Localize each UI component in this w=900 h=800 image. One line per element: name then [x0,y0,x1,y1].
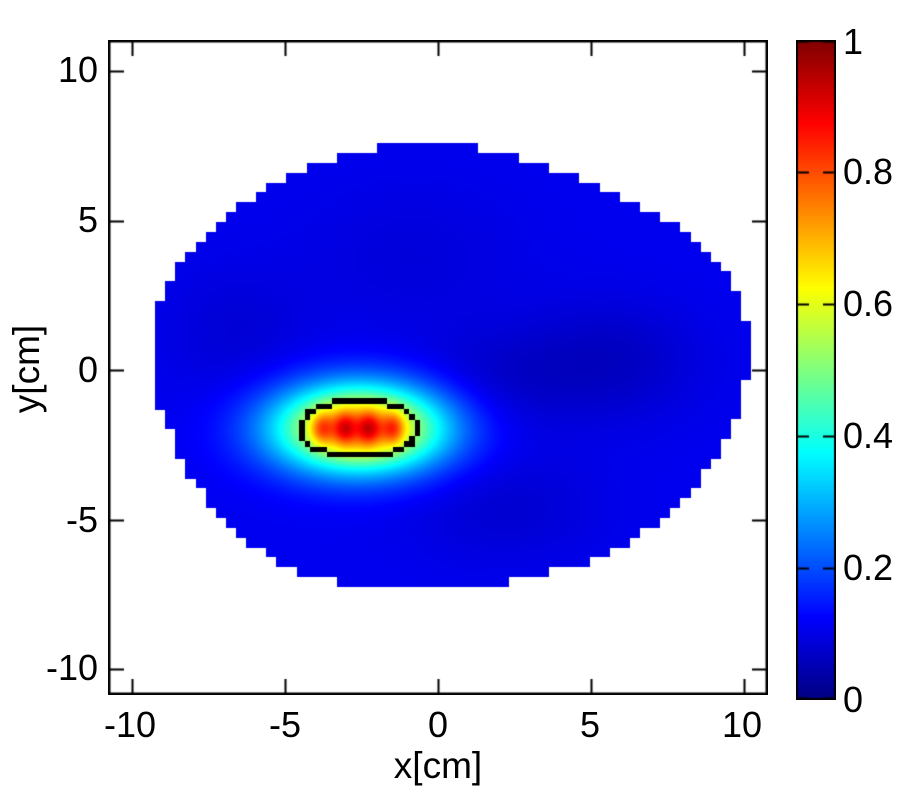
colorbar-tick-label: 0 [843,679,864,720]
y-tick-label: 0 [77,349,98,390]
colorbar-tick-label: 0.2 [843,547,894,588]
y-tick-label: -10 [45,647,98,688]
y-tick-label: 5 [77,199,98,240]
y-tick-label: -5 [65,499,98,540]
y-axis-label: y[cm] [6,324,47,414]
x-axis-label: x[cm] [393,745,483,786]
colorbar-tick-label: 0.4 [843,415,894,456]
x-tick-label: -10 [103,704,157,745]
colorbar-tick-label: 0.6 [843,283,894,324]
x-tick-label: 10 [721,704,763,745]
colorbar-tick-label: 1 [843,21,864,62]
heatmap-canvas [108,40,768,695]
x-tick-label: 5 [579,704,601,745]
colorbar-tick-label: 0.8 [843,151,894,192]
x-tick-label: -5 [268,704,301,745]
x-tick-label: 0 [427,704,449,745]
y-tick-label: 10 [57,49,98,90]
colorbar-canvas [796,40,836,700]
